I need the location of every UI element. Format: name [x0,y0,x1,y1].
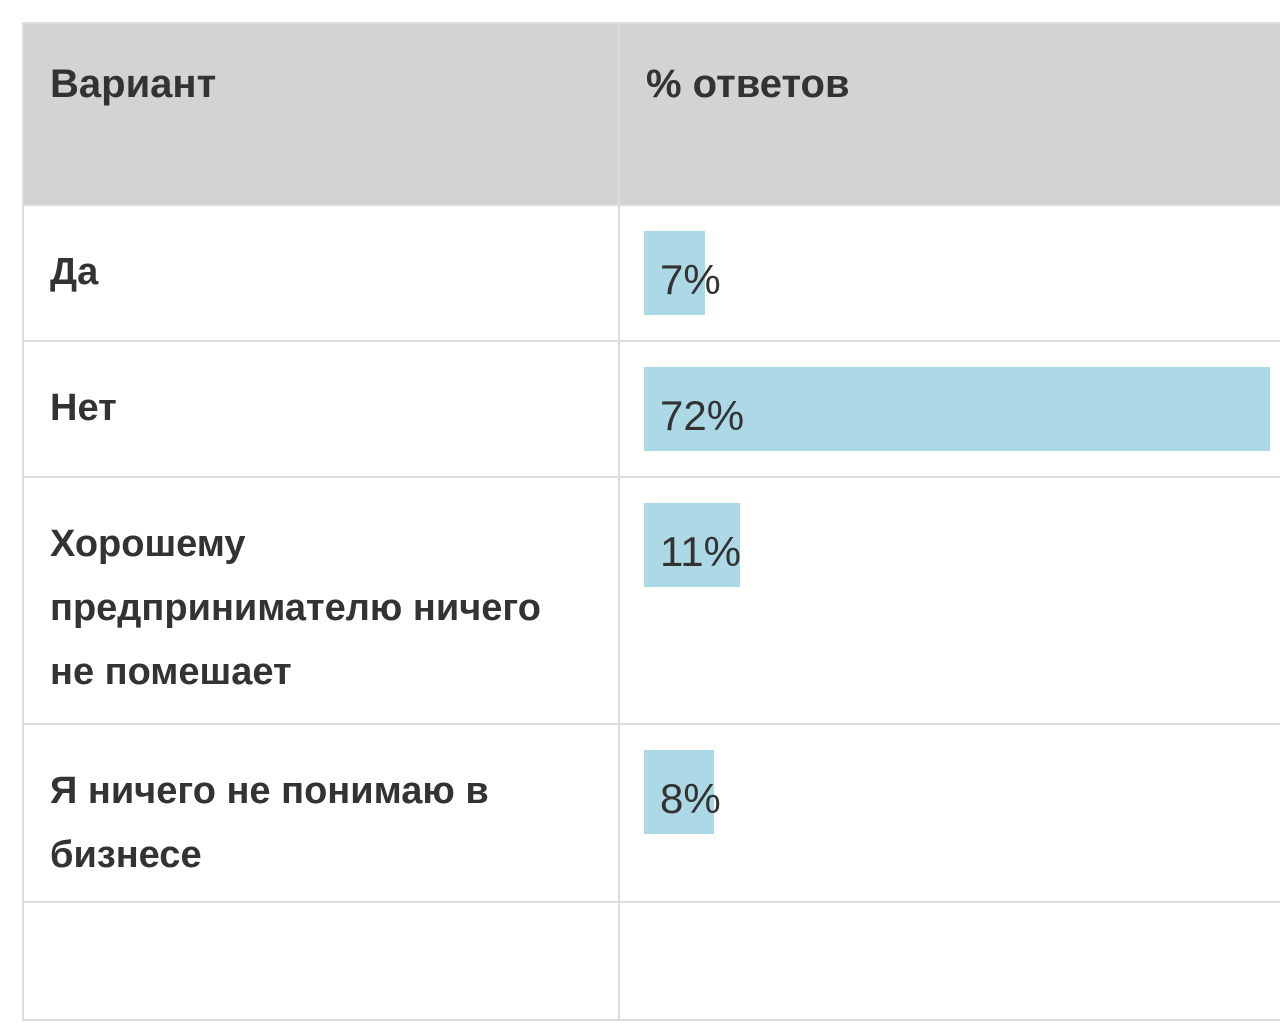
percent-label: 8% [660,775,721,822]
percent-bar: 8% [644,750,721,834]
table-row: Я ничего не понимаю в бизнесе 8% [22,723,1280,903]
percent-cell: 72% [618,340,1280,478]
option-column-header-label: Вариант [50,62,217,106]
option-label: Я ничего не понимаю в бизнесе [50,770,489,876]
percent-label: 72% [660,392,745,439]
option-cell: Нет [22,340,620,478]
poll-results-table: Вариант % ответов Да 7% Нет [22,22,1280,1021]
table-row: Да 7% [22,204,1280,342]
option-column-header: Вариант [22,22,620,206]
option-label: Нет [50,387,117,429]
option-label: Да [50,251,99,293]
table-row: Хорошему предпринимателю ничего не помеш… [22,476,1280,725]
percent-label: 11% [660,528,741,575]
table-header-row: Вариант % ответов [22,22,1280,206]
option-cell: Хорошему предпринимателю ничего не помеш… [22,476,620,725]
option-cell: Я ничего не понимаю в бизнесе [22,723,620,903]
option-cell: Да [22,204,620,342]
percent-cell: 11% [618,476,1280,725]
empty-cell [22,901,620,1021]
table-row: Нет 72% [22,340,1280,478]
percent-cell: 8% [618,723,1280,903]
percent-column-header-label: % ответов [646,62,850,106]
percent-bar: 11% [644,503,741,587]
percent-bar: 72% [644,367,1270,451]
option-label: Хорошему предпринимателю ничего не помеш… [50,523,541,693]
empty-cell [618,901,1280,1021]
table-row-empty [22,901,1280,1021]
percent-column-header: % ответов [618,22,1280,206]
percent-bar: 7% [644,231,721,315]
percent-label: 7% [660,256,721,303]
percent-cell: 7% [618,204,1280,342]
